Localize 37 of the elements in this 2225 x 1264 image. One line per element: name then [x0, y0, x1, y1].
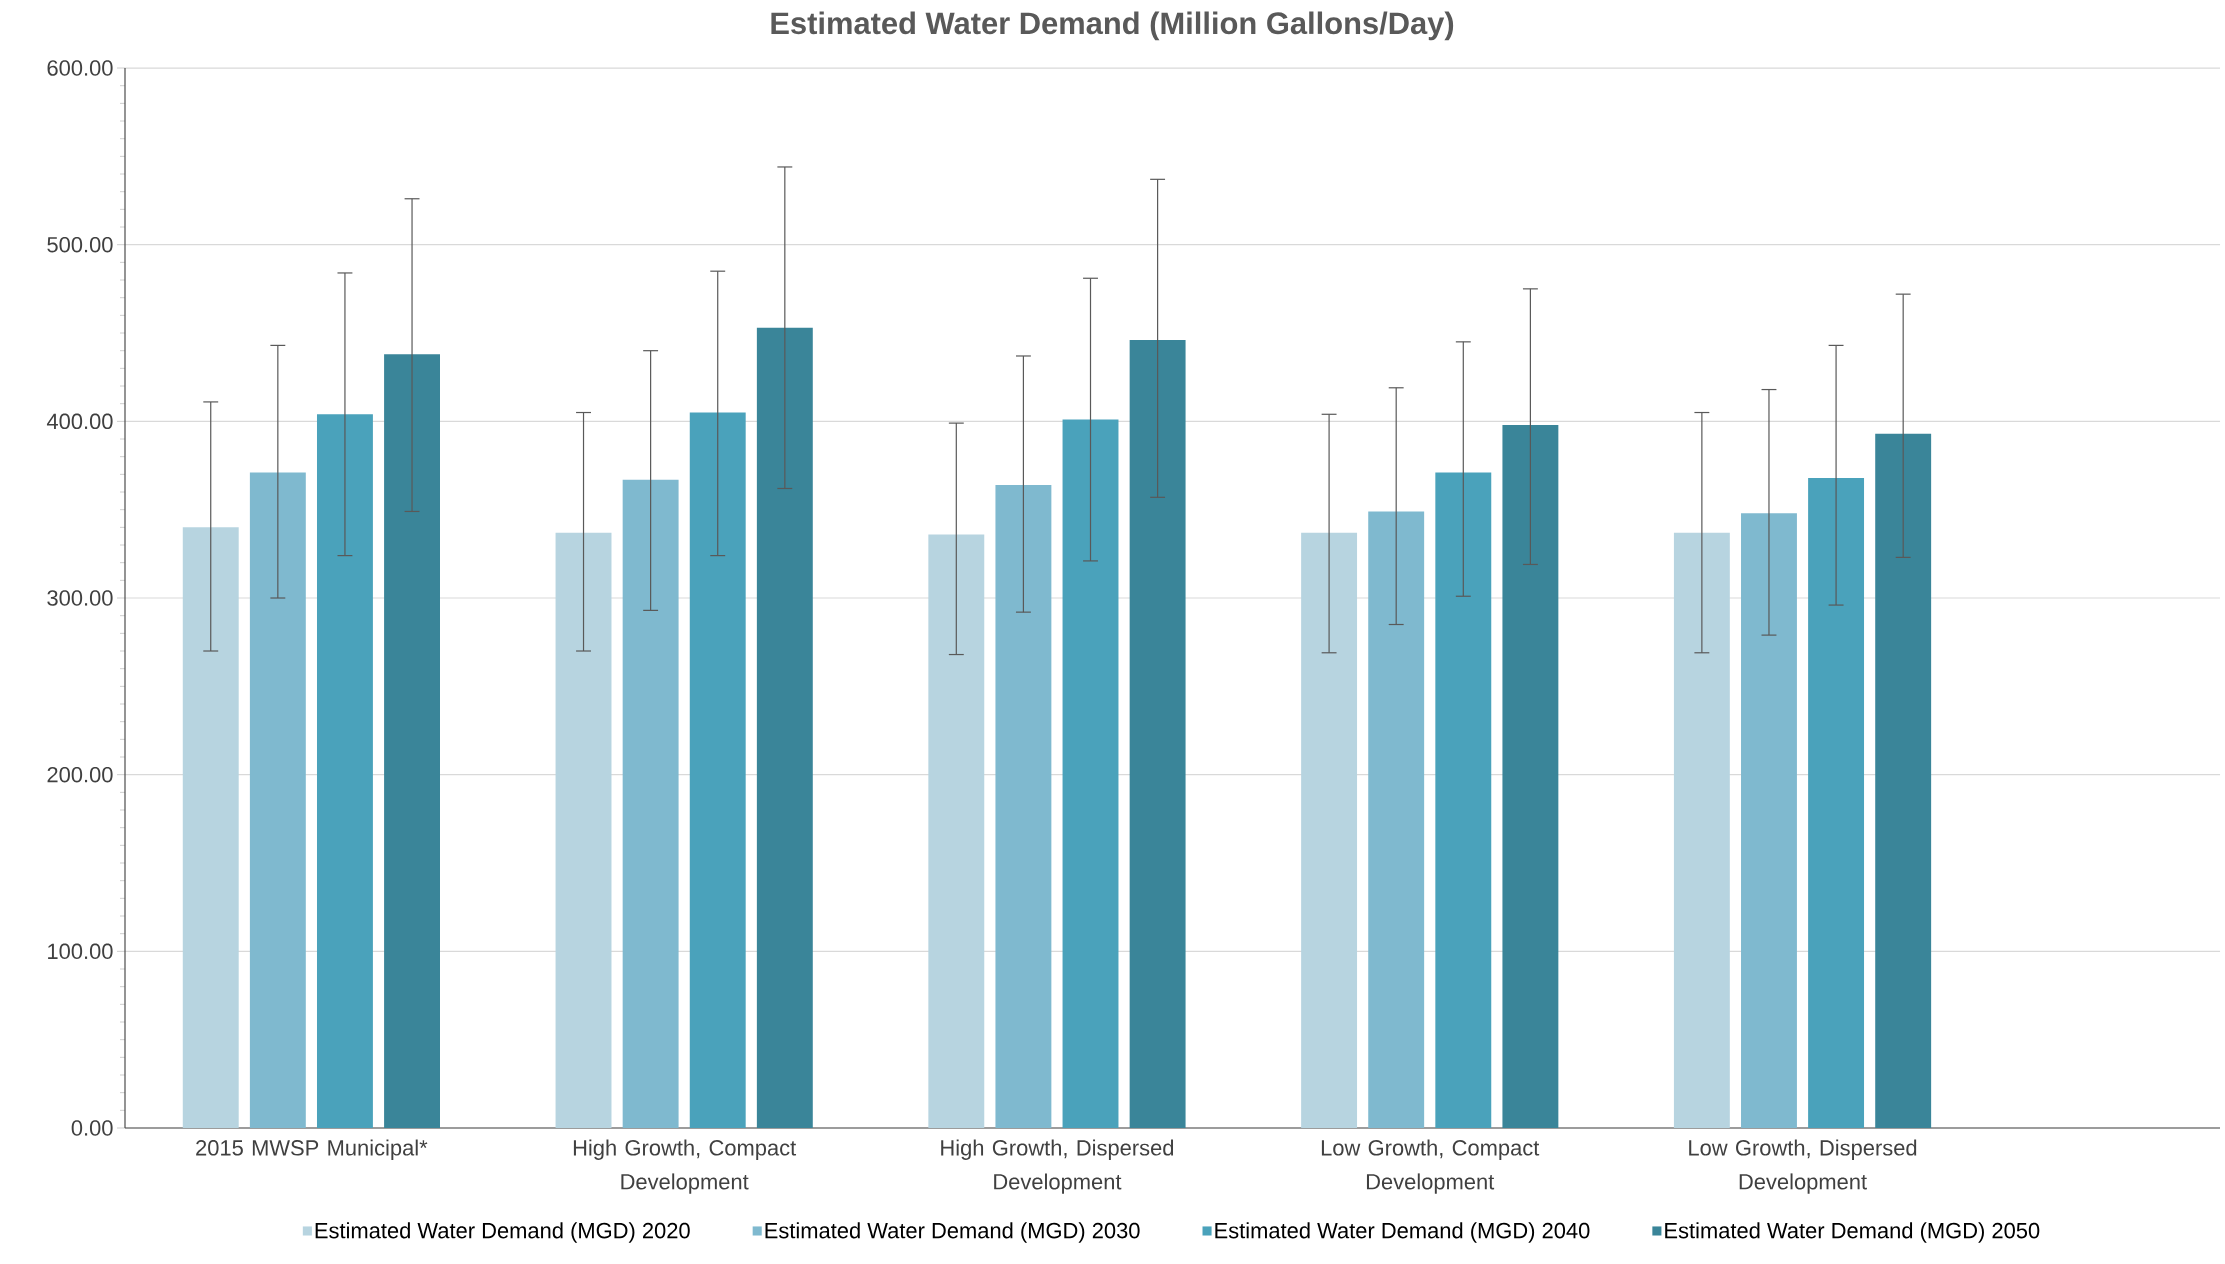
y-tick-label: 300.00: [47, 590, 113, 606]
x-tick-label: High Growth, Compact Development: [573, 1139, 797, 1194]
bar: [1129, 340, 1186, 1128]
bar: [756, 327, 813, 1128]
bar: [1435, 472, 1492, 1128]
y-tick-label: 0.00: [71, 1120, 113, 1136]
x-tick-label: 2015 MWSP Municipal*: [196, 1139, 428, 1160]
bar: [995, 484, 1052, 1128]
bar: [384, 354, 440, 1128]
bar: [689, 412, 746, 1128]
x-tick-label: Low Growth, Dispersed Development: [1689, 1139, 1917, 1194]
bar: [1673, 532, 1730, 1128]
bar: [1062, 419, 1119, 1128]
x-tick-label: Low Growth, Compact Development: [1321, 1139, 1540, 1194]
y-tick-label: 400.00: [46, 413, 113, 430]
bar: [1301, 532, 1358, 1128]
bar: [1368, 511, 1425, 1128]
chart-title: Estimated Water Demand (Million Gallons/Day): [771, 11, 1454, 41]
legend-label: Estimated Water Demand (MGD) 2030: [765, 1222, 1140, 1243]
bar: [249, 472, 306, 1128]
legend-label: Estimated Water Demand (MGD) 2020: [315, 1222, 690, 1243]
bar: [555, 532, 612, 1128]
x-tick-label: High Growth, Dispersed Development: [941, 1139, 1174, 1194]
legend-label: Estimated Water Demand (MGD) 2050: [1665, 1222, 2040, 1243]
bar: [622, 479, 679, 1128]
bar: [1875, 433, 1932, 1128]
legend-label: Estimated Water Demand (MGD) 2040: [1215, 1222, 1590, 1243]
bar: [928, 534, 985, 1128]
y-tick-label: 100.00: [48, 943, 113, 960]
bar: [1808, 477, 1865, 1128]
bar: [182, 527, 239, 1128]
y-tick-label: 500.00: [47, 236, 113, 253]
y-tick-label: 200.00: [47, 766, 113, 783]
bar: [1502, 424, 1559, 1128]
y-tick-label: 600.00: [47, 60, 113, 76]
bar: [1741, 513, 1797, 1128]
bar: [316, 414, 373, 1128]
